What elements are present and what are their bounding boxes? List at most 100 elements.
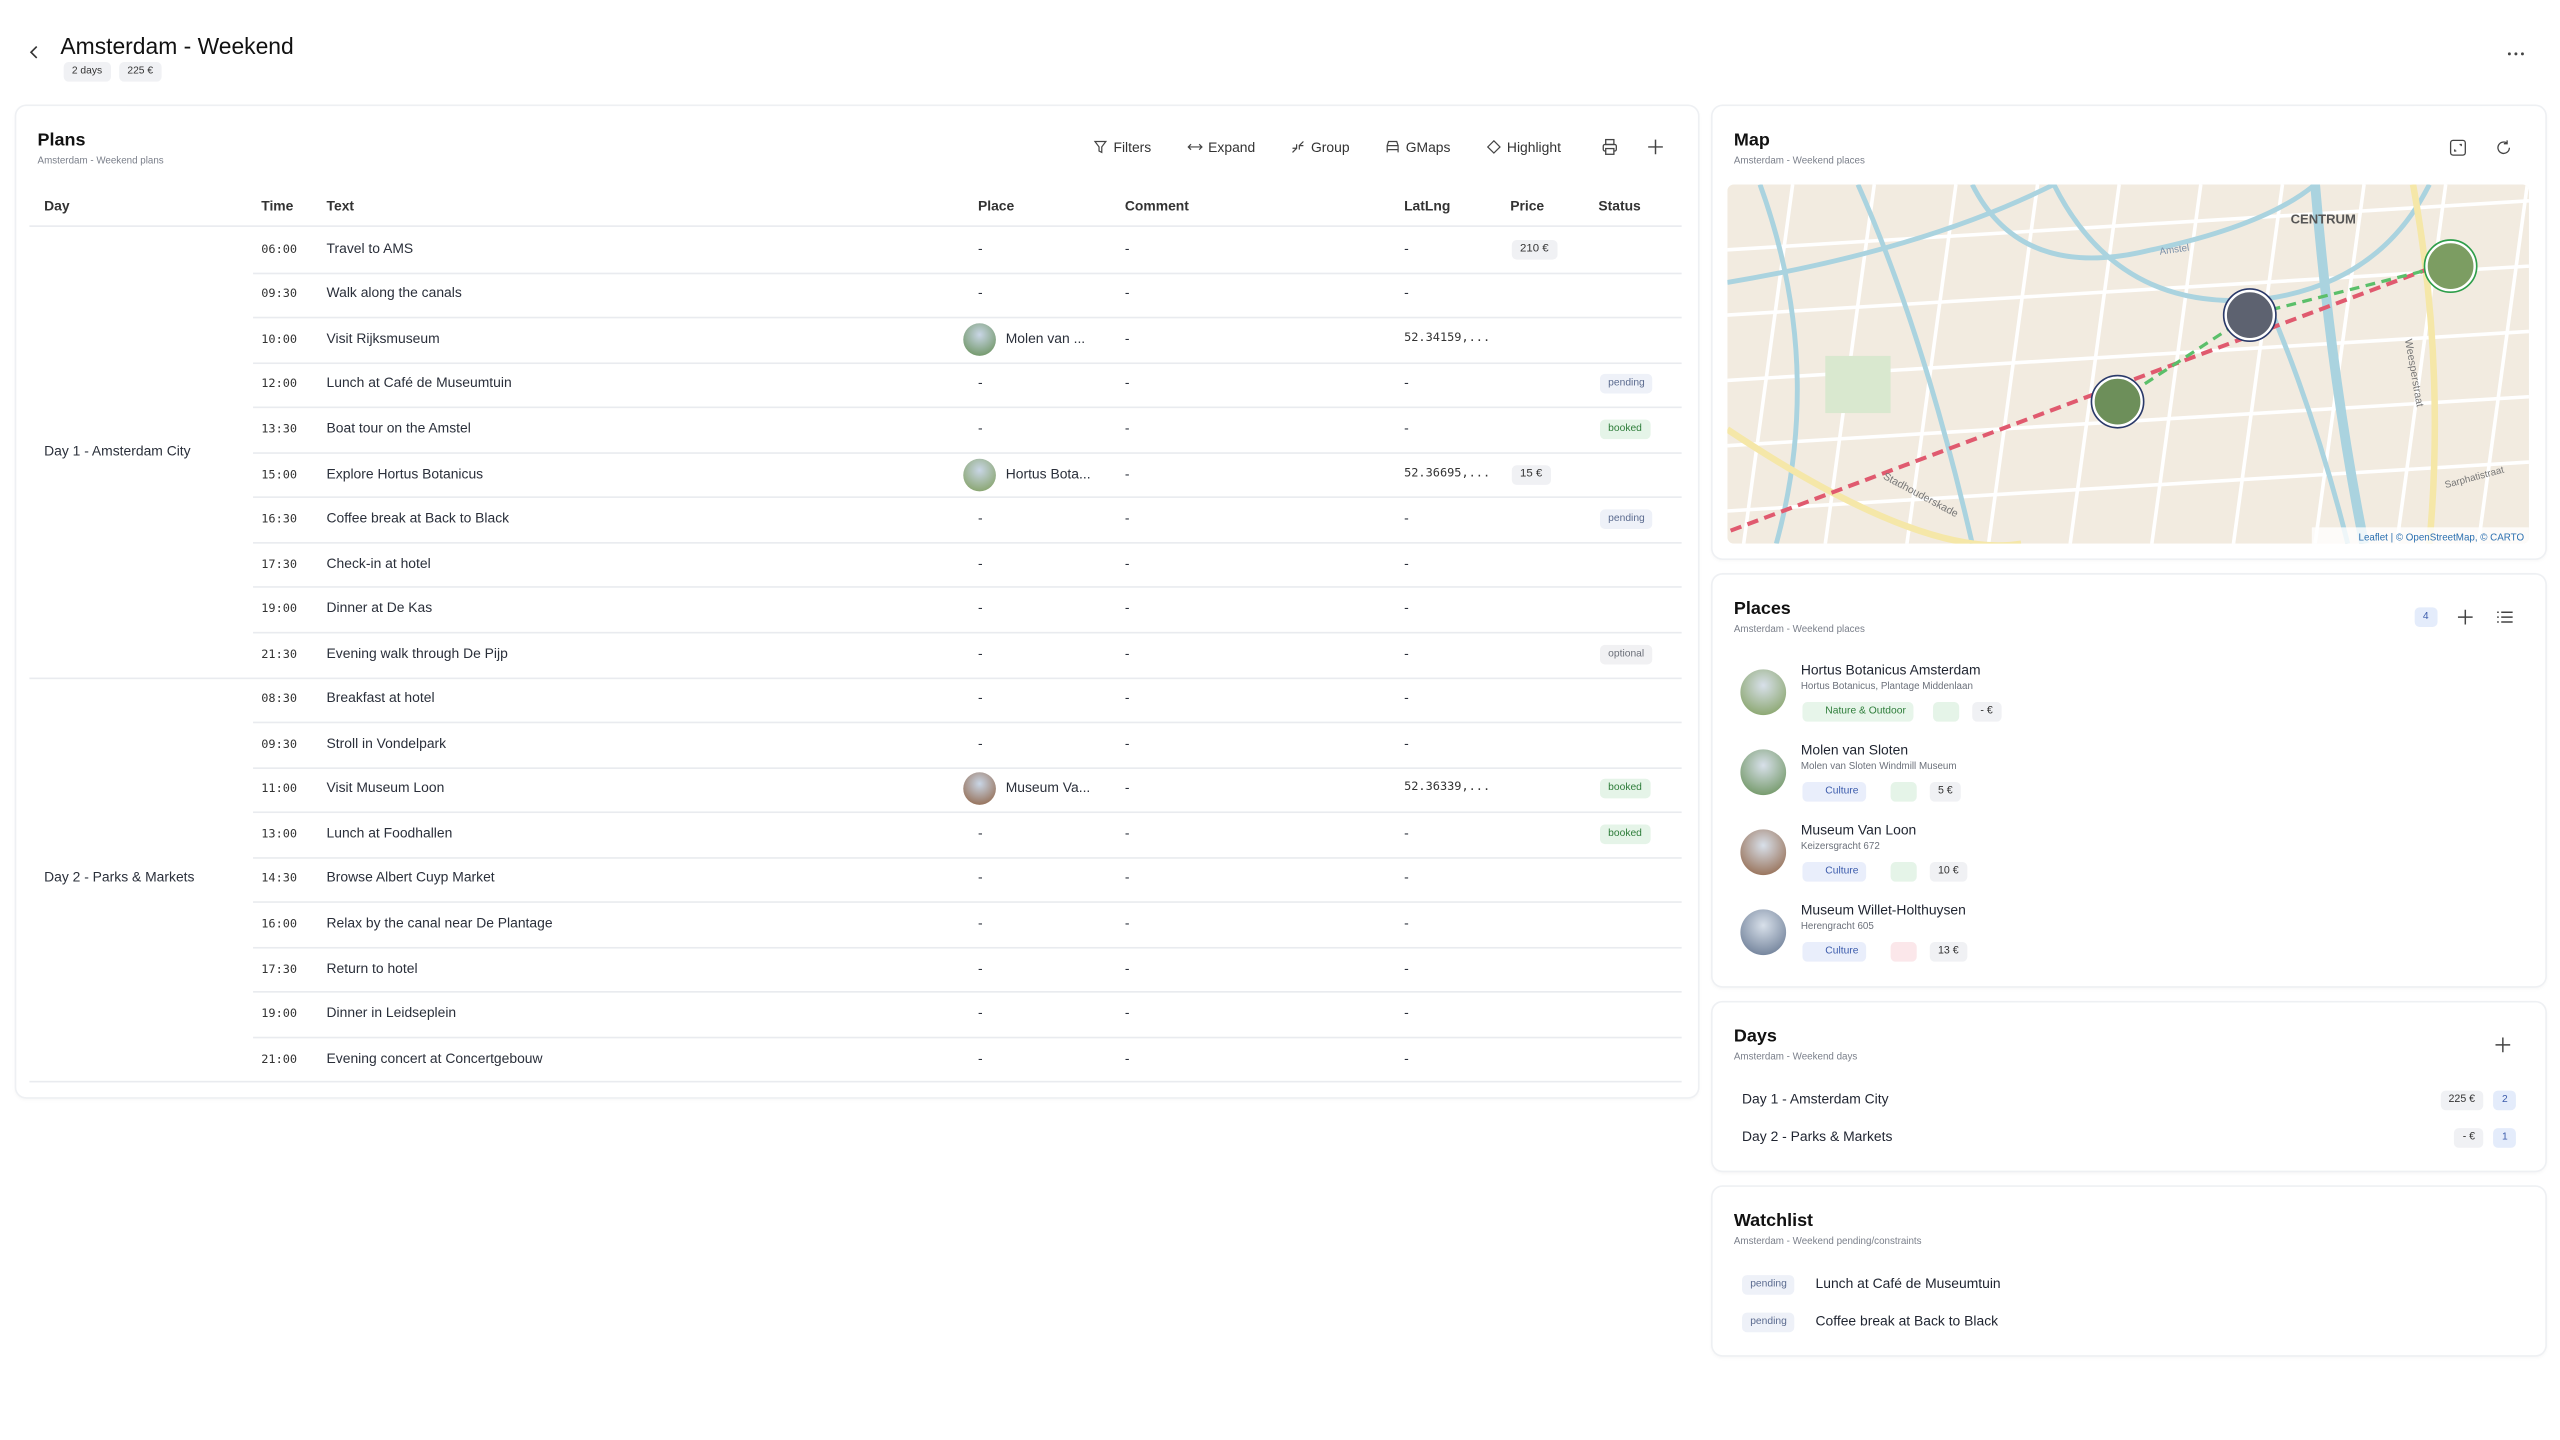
- text-cell[interactable]: Return to hotel: [326, 959, 418, 976]
- card-subtitle: Amsterdam - Weekend plans: [37, 156, 164, 167]
- toolbar-button[interactable]: Expand: [1187, 139, 1255, 155]
- column-header[interactable]: Place: [977, 197, 1015, 214]
- place-cell: -: [977, 734, 983, 751]
- toolbar-label: Highlight: [1506, 138, 1561, 156]
- list-button[interactable]: [2495, 607, 2515, 627]
- text-cell[interactable]: Explore Hortus Botanicus: [326, 464, 484, 481]
- time-cell: 13:30: [261, 421, 298, 436]
- comment-cell: -: [1124, 239, 1130, 256]
- place-cell: -: [977, 554, 983, 571]
- text-cell[interactable]: Walk along the canals: [326, 284, 462, 301]
- map[interactable]: CENTRUMAmstelStadhouderskadeWeesperstraa…: [1727, 184, 2529, 544]
- column-header[interactable]: Status: [1598, 197, 1641, 214]
- row-rule: [253, 271, 1682, 274]
- comment-cell: -: [1124, 1004, 1130, 1021]
- time-cell: 16:30: [261, 511, 298, 526]
- place-name[interactable]: Museum Willet-Holthuysen: [1800, 901, 1966, 918]
- text-cell[interactable]: Stroll in Vondelpark: [326, 734, 447, 751]
- text-cell[interactable]: Dinner at De Kas: [326, 599, 433, 616]
- text-cell[interactable]: Travel to AMS: [326, 239, 414, 256]
- status-badge: pending: [1599, 374, 1653, 395]
- text-cell[interactable]: Check-in at hotel: [326, 554, 431, 571]
- place-name[interactable]: Museum Van Loon: [1800, 821, 1917, 838]
- place-name[interactable]: Molen van Sloten: [1800, 741, 1909, 758]
- status-badge: pending: [1742, 1275, 1795, 1295]
- text-cell[interactable]: Visit Rijksmuseum: [326, 329, 440, 346]
- place-avatar: [1740, 669, 1787, 716]
- category-badge: Culture: [1802, 942, 1867, 962]
- text-cell[interactable]: Lunch at Foodhallen: [326, 824, 453, 841]
- place-cell: Molen van ...: [1005, 329, 1086, 346]
- place-cell: -: [977, 419, 983, 436]
- text-cell[interactable]: Evening walk through De Pijp: [326, 644, 508, 661]
- day-name[interactable]: Day 1 - Amsterdam City: [1742, 1090, 1889, 1107]
- column-header[interactable]: Text: [326, 197, 355, 214]
- toolbar-button[interactable]: Group: [1290, 139, 1350, 155]
- comment-cell: -: [1124, 824, 1130, 841]
- row-rule: [253, 631, 1682, 634]
- back-button[interactable]: [26, 44, 42, 60]
- text-cell[interactable]: Visit Museum Loon: [326, 779, 445, 796]
- place-cell: -: [977, 599, 983, 616]
- row-rule: [29, 676, 1682, 679]
- column-header[interactable]: LatLng: [1404, 197, 1451, 214]
- place-cell: -: [977, 1049, 983, 1066]
- row-rule: [253, 766, 1682, 769]
- toolbar-button[interactable]: Filters: [1092, 139, 1151, 155]
- text-cell[interactable]: Evening concert at Concertgebouw: [326, 1049, 543, 1066]
- watchlist-card: Watchlist Amsterdam - Weekend pending/co…: [1712, 1186, 2546, 1356]
- place-avatar: [1740, 909, 1787, 956]
- add-plan-button[interactable]: [1646, 137, 1666, 157]
- comment-cell: -: [1124, 1049, 1130, 1066]
- card-subtitle: Amsterdam - Weekend places: [1733, 156, 1865, 167]
- add-day-button[interactable]: [2493, 1035, 2513, 1055]
- add-place-button[interactable]: [2456, 607, 2476, 627]
- column-header[interactable]: Day: [44, 197, 70, 214]
- text-cell[interactable]: Coffee break at Back to Black: [326, 509, 510, 526]
- print-button[interactable]: [1600, 137, 1620, 157]
- comment-cell: -: [1124, 329, 1130, 346]
- toolbar-button[interactable]: GMaps: [1384, 139, 1450, 155]
- place-cell: -: [977, 869, 983, 886]
- day-price: - €: [2454, 1128, 2484, 1148]
- column-header[interactable]: Price: [1510, 197, 1545, 214]
- price-badge: 13 €: [1929, 942, 1967, 962]
- header-rule: [29, 225, 1682, 227]
- toolbar-label: Filters: [1113, 138, 1152, 156]
- text-cell[interactable]: Breakfast at hotel: [326, 689, 435, 706]
- column-header[interactable]: Comment: [1124, 197, 1189, 214]
- latlng-cell: -: [1404, 509, 1409, 526]
- attribution-bg: [2311, 527, 2529, 544]
- text-cell[interactable]: Boat tour on the Amstel: [326, 419, 471, 436]
- place-name[interactable]: Hortus Botanicus Amsterdam: [1800, 661, 1981, 678]
- more-menu[interactable]: [2506, 49, 2526, 59]
- text-cell[interactable]: Lunch at Café de Museumtuin: [326, 374, 512, 391]
- status-icon: [1933, 702, 1960, 722]
- time-cell: 16:00: [261, 915, 298, 931]
- text-cell[interactable]: Browse Albert Cuyp Market: [326, 869, 495, 886]
- comment-cell: -: [1124, 869, 1130, 886]
- row-rule: [253, 361, 1682, 364]
- day-name[interactable]: Day 2 - Parks & Markets: [1742, 1128, 1893, 1145]
- time-cell: 19:00: [261, 1005, 298, 1021]
- watch-text[interactable]: Lunch at Café de Museumtuin: [1815, 1275, 2001, 1292]
- latlng-cell: 52.34159,...: [1404, 329, 1491, 345]
- places-card: Places Amsterdam - Weekend places 4 Hort…: [1712, 574, 2546, 987]
- latlng-cell: 52.36695,...: [1404, 464, 1491, 480]
- toolbar-button[interactable]: Highlight: [1486, 139, 1561, 155]
- latlng-cell: 52.36339,...: [1404, 779, 1491, 795]
- watch-text[interactable]: Coffee break at Back to Black: [1815, 1312, 1999, 1329]
- time-cell: 12:00: [261, 376, 298, 391]
- card-subtitle: Amsterdam - Weekend pending/constraints: [1733, 1237, 1922, 1248]
- text-cell[interactable]: Dinner in Leidseplein: [326, 1004, 457, 1021]
- row-rule: [253, 811, 1682, 814]
- row-rule: [253, 496, 1682, 499]
- comment-cell: -: [1124, 464, 1130, 481]
- latlng-cell: -: [1404, 284, 1409, 301]
- text-cell[interactable]: Relax by the canal near De Plantage: [326, 914, 553, 931]
- row-rule: [253, 316, 1682, 319]
- place-cell: -: [977, 284, 983, 301]
- refresh-button[interactable]: [2495, 139, 2513, 157]
- fullscreen-button[interactable]: [2449, 139, 2467, 157]
- column-header[interactable]: Time: [261, 197, 294, 214]
